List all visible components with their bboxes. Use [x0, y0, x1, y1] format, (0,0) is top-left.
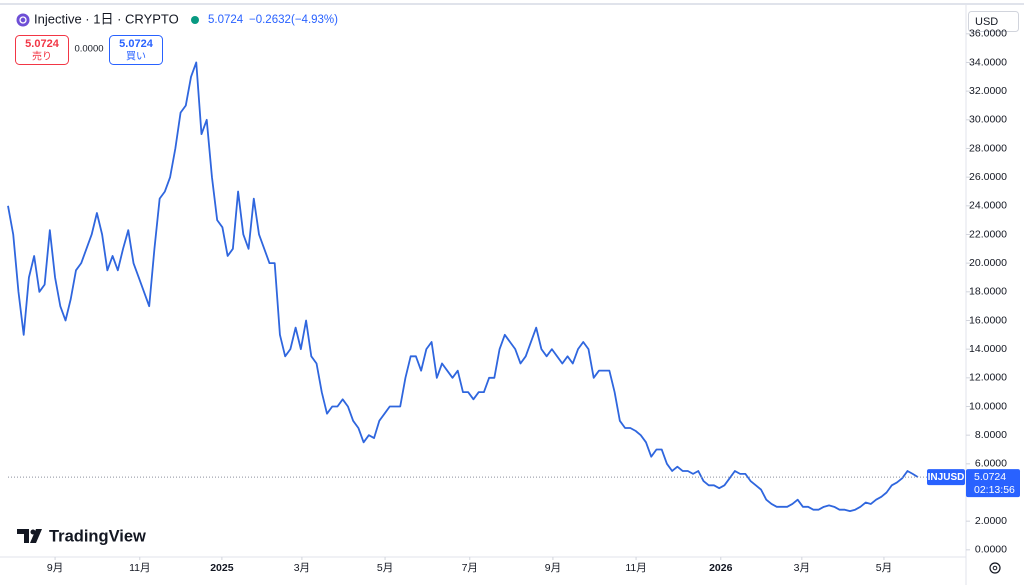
- logo-mark: [17, 529, 29, 543]
- x-tick-label: 2026: [709, 562, 733, 574]
- sell-button[interactable]: 5.0724 売り: [15, 35, 69, 65]
- settings-icon[interactable]: [989, 562, 1001, 574]
- currency: USD: [975, 16, 998, 28]
- x-tick-label: 7月: [462, 562, 478, 574]
- plot-area: [7, 61, 965, 513]
- currency-button[interactable]: USD: [968, 11, 1019, 32]
- x-tick-label: 11月: [625, 562, 646, 574]
- currency-box[interactable]: [968, 11, 1019, 32]
- price-tag: 5.0724: [974, 471, 1006, 483]
- sell-price: 5.0724: [25, 38, 60, 50]
- symbol-icon: [16, 13, 30, 27]
- y-tick-label: 8.0000: [975, 429, 1007, 441]
- y-tick-label: 32.0000: [969, 85, 1007, 97]
- x-tick-label: 3月: [794, 562, 810, 574]
- y-tick-label: 22.0000: [969, 228, 1007, 240]
- logo-text: TradingView: [49, 527, 146, 545]
- header-change: −0.2632: [249, 14, 291, 26]
- x-tick-label: 9月: [545, 562, 561, 574]
- market-status[interactable]: [191, 16, 199, 24]
- countdown: 02:13:56: [974, 484, 1015, 496]
- y-tick-label: 36.0000: [969, 28, 1007, 40]
- y-tick-label: 20.0000: [969, 257, 1007, 269]
- x-tick-label: 5月: [876, 562, 892, 574]
- y-tick-label: 16.0000: [969, 314, 1007, 326]
- spread: 0.0000: [74, 44, 103, 55]
- symbol-tag-box: [927, 469, 965, 486]
- y-tick-label: 10.0000: [969, 400, 1007, 412]
- x-tick-label: 3月: [294, 562, 310, 574]
- y-tick-label: 24.0000: [969, 200, 1007, 212]
- buy-button[interactable]: 5.0724 買い: [109, 35, 163, 65]
- price-tag-box: [966, 469, 1020, 498]
- legend-header: Injective · 1日 · CRYPTO 5.0724 −0.2632 (…: [16, 11, 338, 27]
- x-tick-label: 11月: [129, 562, 150, 574]
- y-tick-label: 34.0000: [969, 56, 1007, 68]
- y-tick-label: 2.0000: [975, 515, 1007, 527]
- y-tick-label: 28.0000: [969, 142, 1007, 154]
- settings-button[interactable]: [989, 562, 1001, 574]
- y-tick-label: 12.0000: [969, 372, 1007, 384]
- y-tick-label: 14.0000: [969, 343, 1007, 355]
- settings-icon-inner: [992, 565, 998, 571]
- y-tick-label: 18.0000: [969, 286, 1007, 298]
- buy-box[interactable]: [109, 35, 163, 65]
- header-price: 5.0724: [208, 14, 244, 26]
- symbol-title: Injective · 1日 · CRYPTO: [34, 11, 179, 26]
- buy-price: 5.0724: [119, 38, 154, 50]
- y-tick-label: 0.0000: [975, 544, 1007, 556]
- header-change-pct: (−4.93%): [291, 14, 338, 26]
- symbol-tag: INJUSD: [928, 472, 965, 483]
- price-line: [7, 61, 919, 513]
- y-tick-label: 26.0000: [969, 171, 1007, 183]
- y-tick-label: 30.0000: [969, 114, 1007, 126]
- logo-slash: [30, 529, 42, 543]
- sell-box[interactable]: [15, 35, 69, 65]
- logo: TradingView: [17, 527, 146, 545]
- buy-label: 買い: [126, 51, 146, 63]
- symbol-icon-inner: [19, 16, 27, 24]
- x-tick-label: 9月: [47, 562, 63, 574]
- sell-label: 売り: [32, 50, 52, 63]
- x-tick-label: 2025: [210, 562, 234, 574]
- y-tick-label: 6.0000: [975, 458, 1007, 470]
- x-tick-label: 5月: [377, 562, 393, 574]
